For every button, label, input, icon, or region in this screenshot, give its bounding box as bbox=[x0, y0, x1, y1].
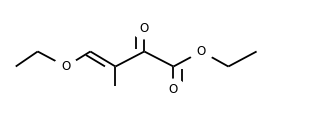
Text: O: O bbox=[61, 60, 70, 73]
Ellipse shape bbox=[190, 42, 213, 61]
Text: O: O bbox=[169, 83, 178, 96]
Text: O: O bbox=[140, 22, 149, 35]
Ellipse shape bbox=[162, 79, 185, 99]
Ellipse shape bbox=[54, 57, 78, 76]
Text: O: O bbox=[197, 45, 206, 58]
Ellipse shape bbox=[132, 19, 156, 39]
